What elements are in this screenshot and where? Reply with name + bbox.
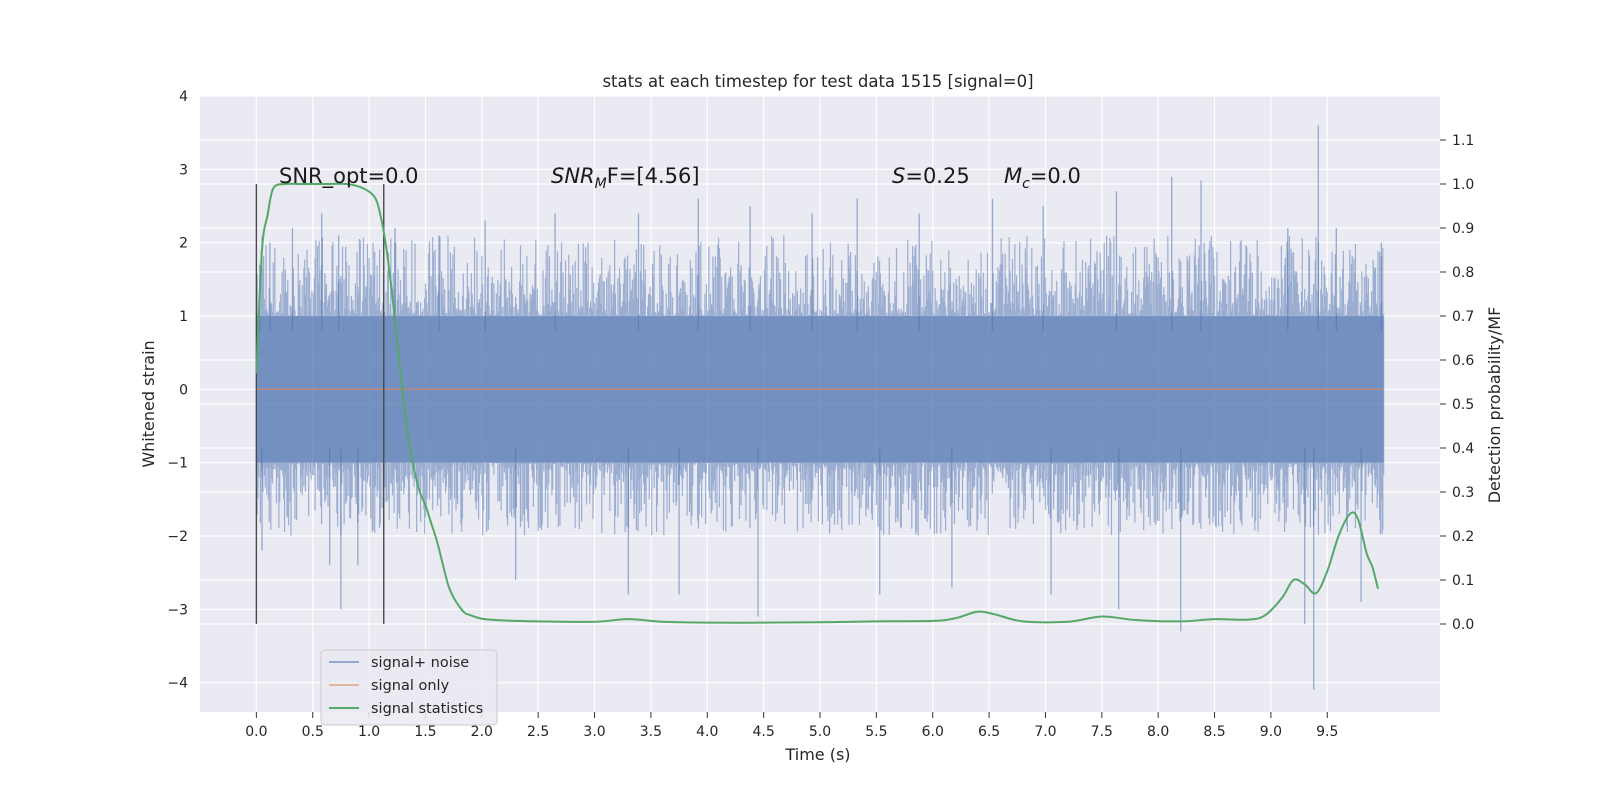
mc-sub: c <box>1022 176 1030 192</box>
signal-statistics-line <box>255 182 1379 624</box>
x-tick-label: 6.0 <box>922 724 944 740</box>
x-axis-ticks: 0.0 0.5 1.0 1.5 2.0 2.5 3.0 3.5 4.0 4.5 5.0 5.5 6.0 6… <box>245 712 1338 740</box>
legend: signal+ noise signal only signal statist… <box>320 649 498 726</box>
x-tick-label: 8.5 <box>1203 724 1225 740</box>
right-tick-label: 0.6 <box>1452 353 1474 369</box>
x-tick-label: 1.5 <box>414 724 436 740</box>
snr-mf-sub: M <box>595 176 607 192</box>
y-tick-label: 2 <box>179 236 188 252</box>
legend-label-signal-noise: signal+ noise <box>371 655 469 671</box>
x-tick-label: 1.0 <box>358 724 380 740</box>
snr-mf-annotation: SNRMF=[4.56] <box>551 164 700 192</box>
legend-label-signal-statistics: signal statistics <box>371 701 483 717</box>
x-tick-label: 5.5 <box>865 724 887 740</box>
vertical-markers <box>255 184 385 624</box>
right-tick-label: 0.0 <box>1452 617 1474 633</box>
y-tick-label: 3 <box>179 162 188 178</box>
right-tick-label: 0.1 <box>1452 573 1474 589</box>
signal-statistics-series <box>255 182 1379 624</box>
right-tick-label: 0.9 <box>1452 221 1474 237</box>
x-tick-label: 4.5 <box>753 724 775 740</box>
x-axis-label: Time (s) <box>784 745 850 764</box>
chart-title: stats at each timestep for test data 151… <box>602 72 1033 91</box>
right-tick-label: 0.5 <box>1452 397 1474 413</box>
s-annotation: S=0.25 <box>892 164 970 188</box>
mc-base: M <box>1004 164 1022 188</box>
x-tick-label: 3.5 <box>640 724 662 740</box>
right-tick-label: 0.4 <box>1452 441 1474 457</box>
right-y-axis-label: Detection probability/MF <box>1485 307 1504 504</box>
x-tick-label: 3.0 <box>583 724 605 740</box>
right-tick-label: 0.3 <box>1452 485 1474 501</box>
s-base: S <box>892 164 905 188</box>
right-y-axis-ticks: 1.1 1.0 0.9 0.8 0.7 0.6 0.5 0.4 0.3 0.2 0.1 0.0 <box>1440 133 1474 633</box>
legend-label-signal-only: signal only <box>371 678 450 694</box>
right-tick-label: 1.0 <box>1452 177 1474 193</box>
mc-tail: =0.0 <box>1030 164 1081 188</box>
x-tick-label: 5.0 <box>809 724 831 740</box>
y-tick-label: −1 <box>167 456 188 472</box>
x-tick-label: 8.0 <box>1147 724 1169 740</box>
x-tick-label: 2.5 <box>527 724 549 740</box>
right-tick-label: 0.2 <box>1452 529 1474 545</box>
y-tick-label: −3 <box>167 602 188 618</box>
x-tick-label: 9.0 <box>1260 724 1282 740</box>
y-tick-label: −4 <box>167 676 188 692</box>
y-tick-label: 4 <box>179 89 188 105</box>
x-tick-label: 7.0 <box>1034 724 1056 740</box>
x-tick-label: 6.5 <box>978 724 1000 740</box>
right-tick-label: 0.7 <box>1452 309 1474 325</box>
snr-mf-tail: F=[4.56] <box>607 164 700 188</box>
x-tick-label: 0.5 <box>302 724 324 740</box>
y-axis-label: Whitened strain <box>139 340 158 467</box>
x-tick-label: 0.0 <box>245 724 267 740</box>
y-tick-label: 1 <box>179 309 188 325</box>
right-tick-label: 1.1 <box>1452 133 1474 149</box>
snr-opt-annotation: SNR_opt=0.0 <box>279 164 419 189</box>
x-tick-label: 2.0 <box>471 724 493 740</box>
x-tick-label: 9.5 <box>1316 724 1338 740</box>
x-tick-label: 4.0 <box>696 724 718 740</box>
s-tail: =0.25 <box>905 164 969 188</box>
y-tick-label: 0 <box>179 382 188 398</box>
snr-mf-base: SNR <box>551 164 595 188</box>
mc-annotation: Mc=0.0 <box>1004 164 1081 192</box>
x-tick-label: 7.5 <box>1091 724 1113 740</box>
y-tick-label: −2 <box>167 529 188 545</box>
legend-box <box>320 649 498 726</box>
right-tick-label: 0.8 <box>1452 265 1474 281</box>
y-axis-ticks: 4 3 2 1 0 −1 −2 −3 −4 <box>167 89 188 692</box>
